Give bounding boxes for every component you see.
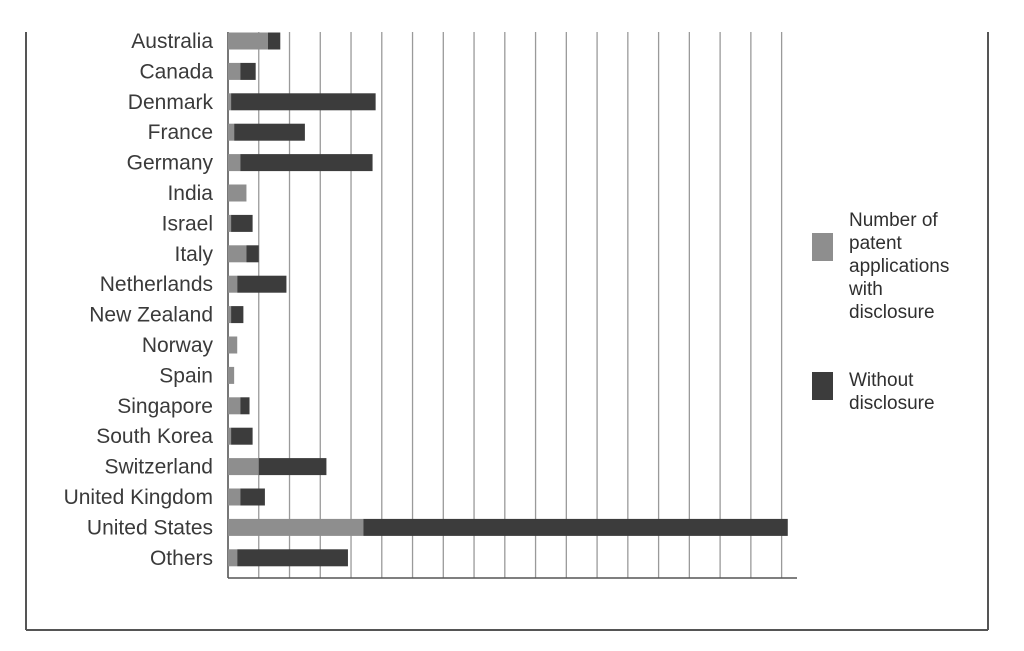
bar-without-disclosure-italy [246, 245, 259, 263]
bars [228, 32, 788, 567]
bar-without-disclosure-netherlands [237, 275, 287, 293]
bar-without-disclosure-france [234, 123, 305, 141]
legend-label-without-disclosure-line-2: disclosure [849, 393, 935, 414]
category-label-south-korea: South Korea [96, 425, 213, 448]
category-label-india: India [167, 182, 213, 205]
bar-with-disclosure-australia [228, 32, 268, 50]
bar-with-disclosure-germany [228, 154, 241, 172]
bar-without-disclosure-singapore [240, 397, 250, 415]
legend-label-without-disclosure-line-1: Without [849, 370, 914, 391]
legend-label-with-disclosure-line-4: with [848, 279, 883, 300]
category-label-canada: Canada [139, 60, 213, 83]
legend-swatch-without-disclosure [812, 372, 833, 400]
bar-with-disclosure-united-states [228, 518, 364, 536]
category-label-others: Others [150, 547, 213, 570]
bar-without-disclosure-south-korea [231, 427, 253, 445]
category-labels: Australia Canada Denmark France Germany India… [64, 30, 214, 570]
legend-label-with-disclosure-line-3: applications [849, 256, 949, 277]
bar-with-disclosure-singapore [228, 397, 241, 415]
legend-label-with-disclosure-line-2: patent [849, 233, 903, 254]
category-label-denmark: Denmark [128, 91, 214, 114]
bar-with-disclosure-norway [228, 336, 238, 354]
category-label-netherlands: Netherlands [100, 273, 213, 296]
bar-with-disclosure-others [228, 549, 238, 567]
category-label-united-states: United States [87, 516, 213, 539]
category-label-france: France [148, 121, 213, 144]
bar-with-disclosure-united-kingdom [228, 488, 241, 506]
bar-without-disclosure-switzerland [258, 458, 327, 476]
bar-with-disclosure-spain [228, 366, 235, 384]
bar-without-disclosure-australia [267, 32, 281, 50]
bar-without-disclosure-new-zealand [231, 306, 244, 324]
bar-without-disclosure-denmark [231, 93, 376, 111]
bar-with-disclosure-israel [228, 214, 232, 232]
category-label-norway: Norway [142, 334, 214, 357]
category-label-new-zealand: New Zealand [89, 304, 213, 327]
legend-swatch-with-disclosure [812, 233, 833, 261]
bar-without-disclosure-united-states [363, 518, 788, 536]
bar-without-disclosure-canada [240, 62, 256, 80]
bar-with-disclosure-switzerland [228, 458, 259, 476]
legend: Number ofpatentapplicationswithdisclosur… [812, 210, 949, 414]
category-label-germany: Germany [127, 152, 214, 175]
legend-label-with-disclosure-line-5: disclosure [849, 302, 935, 323]
bar-without-disclosure-others [237, 549, 348, 567]
category-label-spain: Spain [159, 364, 213, 387]
category-label-united-kingdom: United Kingdom [64, 486, 213, 509]
gridlines [227, 32, 797, 579]
bar-with-disclosure-new-zealand [228, 306, 232, 324]
bar-with-disclosure-netherlands [228, 275, 238, 293]
bar-with-disclosure-italy [228, 245, 247, 263]
bar-without-disclosure-israel [231, 214, 253, 232]
bar-without-disclosure-germany [240, 154, 373, 172]
bar-with-disclosure-france [228, 123, 235, 141]
chart-frame [25, 32, 989, 631]
category-label-singapore: Singapore [117, 395, 213, 418]
bar-with-disclosure-canada [228, 62, 241, 80]
category-label-italy: Italy [174, 243, 213, 266]
legend-label-with-disclosure-line-1: Number of [849, 210, 938, 231]
bar-without-disclosure-united-kingdom [240, 488, 265, 506]
bar-with-disclosure-denmark [228, 93, 232, 111]
category-label-australia: Australia [131, 30, 213, 53]
bar-with-disclosure-south-korea [228, 427, 232, 445]
category-label-switzerland: Switzerland [104, 456, 213, 479]
category-label-israel: Israel [162, 212, 213, 235]
bar-with-disclosure-india [228, 184, 247, 202]
